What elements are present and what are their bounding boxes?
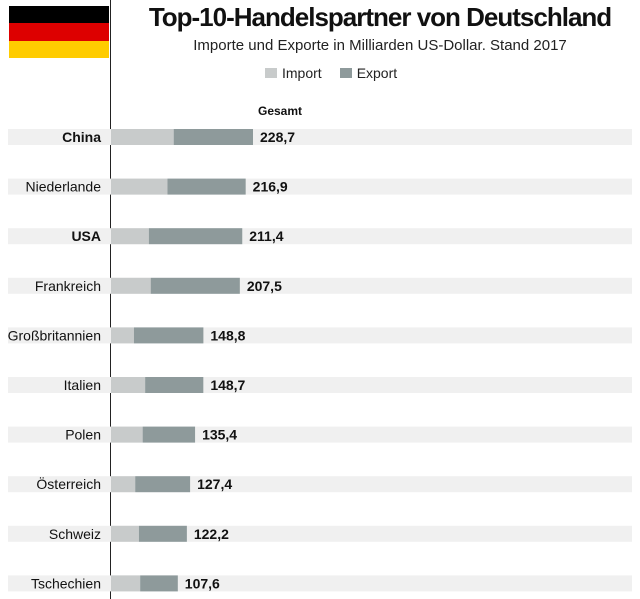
category-label-schweiz: Schweiz	[49, 526, 101, 542]
total-label-frankreich: 207,5	[247, 278, 282, 294]
bar-export-gro-britannien	[133, 327, 204, 344]
total-label-tschechien: 107,6	[185, 575, 220, 591]
category-label-italien: Italien	[64, 377, 101, 393]
row-band-schweiz	[8, 525, 632, 542]
bar-import-polen	[111, 426, 143, 443]
bar-import-schweiz	[111, 525, 139, 542]
bar-import--sterreich	[111, 476, 136, 493]
total-label-schweiz: 122,2	[194, 526, 229, 542]
row-band-niederlande	[8, 178, 632, 195]
german-flag-icon	[9, 6, 109, 58]
total-column-header: Gesamt	[258, 104, 303, 118]
legend-label-import: Import	[282, 65, 322, 81]
legend-label-export: Export	[356, 65, 398, 81]
total-label--sterreich: 127,4	[197, 476, 232, 492]
category-label-china: China	[62, 129, 101, 145]
category-label-gro-britannien: Großbritannien	[8, 327, 101, 343]
row-band-frankreich	[8, 277, 632, 294]
bar-export-tschechien	[140, 575, 178, 592]
row-band-tschechien	[8, 575, 632, 592]
flag-stripe-black	[9, 6, 109, 24]
total-label-china: 228,7	[260, 129, 295, 145]
category-axis-line	[110, 0, 111, 599]
flag-stripe-gold	[9, 40, 109, 58]
total-label-gro-britannien: 148,8	[210, 327, 245, 343]
row-band-polen	[8, 426, 632, 443]
row-band-usa	[8, 228, 632, 245]
total-label-italien: 148,7	[210, 377, 245, 393]
chart-title: Top-10-Handelspartner von Deutschland	[148, 2, 612, 32]
bar-export-niederlande	[167, 178, 246, 195]
bar-export-italien	[145, 377, 204, 393]
row-band-italien	[8, 377, 632, 393]
row-band-china	[8, 129, 632, 145]
legend: Import Export	[265, 65, 409, 81]
category-label-usa: USA	[71, 228, 101, 244]
bar-import-italien	[111, 377, 146, 393]
total-label-niederlande: 216,9	[253, 179, 288, 195]
bar-import-frankreich	[111, 277, 151, 294]
bar-export-schweiz	[138, 525, 187, 542]
bar-import-tschechien	[111, 575, 141, 592]
category-label--sterreich: Österreich	[36, 475, 101, 492]
legend-item-import: Import	[265, 65, 322, 81]
chart-subtitle: Importe und Exporte in Milliarden US-Dol…	[193, 37, 567, 54]
legend-swatch-export	[339, 68, 352, 78]
category-label-niederlande: Niederlande	[26, 179, 102, 195]
legend-swatch-import	[265, 68, 277, 78]
bar-export-frankreich	[150, 277, 240, 294]
total-label-usa: 211,4	[249, 228, 283, 244]
bar-import-china	[111, 129, 174, 145]
category-label-frankreich: Frankreich	[35, 278, 101, 294]
bar-export-china	[173, 129, 253, 145]
category-label-tschechien: Tschechien	[31, 575, 101, 591]
flag-stripe-red	[9, 23, 109, 41]
row-band-gro-britannien	[8, 327, 632, 344]
bar-export-polen	[142, 426, 196, 443]
row-band--sterreich	[8, 476, 632, 493]
category-label-polen: Polen	[65, 427, 101, 443]
bar-import-gro-britannien	[111, 327, 134, 344]
bar-import-usa	[111, 228, 149, 245]
bar-import-niederlande	[111, 178, 168, 195]
legend-item-export: Export	[339, 65, 398, 81]
bar-export--sterreich	[135, 476, 191, 493]
bar-export-usa	[148, 228, 243, 245]
total-label-polen: 135,4	[202, 427, 237, 443]
